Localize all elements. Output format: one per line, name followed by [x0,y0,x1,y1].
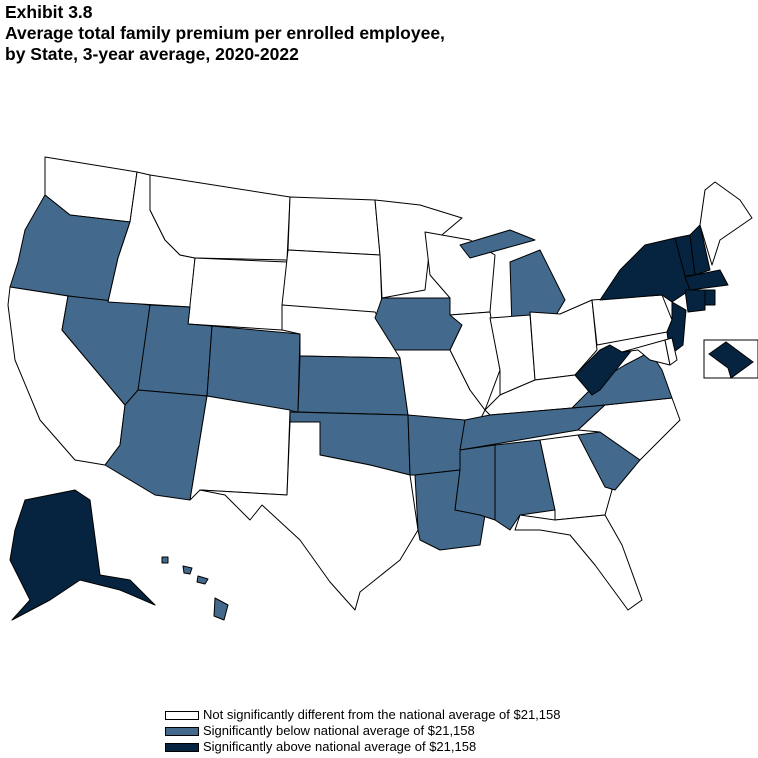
exhibit-label: Exhibit 3.8 [5,2,93,22]
state-md [621,339,671,366]
state-pa [591,294,673,346]
state-wy [187,257,288,331]
state-ks [297,355,409,416]
state-ak [9,489,156,621]
legend-label: Significantly above national average of … [203,739,477,754]
legend-label: Not significantly different from the nat… [203,707,561,722]
state-shape [297,355,409,416]
state-shape [374,199,463,299]
state-shape [591,294,673,346]
state-nh [689,224,711,276]
legend-swatch [165,742,199,752]
state-shape [454,444,496,521]
state-nd [287,196,381,256]
state-hi [161,556,229,621]
state-shape [196,575,209,585]
state-nm [189,395,291,501]
state-ct [684,289,706,313]
state-ms [454,444,496,521]
legend-swatch [165,710,199,720]
chart-title: Exhibit 3.8 Average total family premium… [5,2,445,65]
state-shape [514,514,643,611]
legend-item-not-significant: Not significantly different from the nat… [165,707,560,723]
state-shape [189,395,291,501]
title-line-2: by State, 3-year average, 2020-2022 [5,44,299,64]
state-shape [704,289,716,306]
state-shape [577,431,641,491]
state-ar [407,414,466,476]
state-shape [459,229,536,259]
state-ma [684,269,729,291]
state-shape [599,237,691,303]
state-shape [182,565,193,575]
state-shape [187,257,288,331]
state-sc [577,431,641,491]
state-shape [699,181,753,266]
state-shape [199,421,419,611]
legend-item-above: Significantly above national average of … [165,739,560,755]
title-line-1: Average total family premium per enrolle… [5,23,445,43]
state-shape [407,414,466,476]
state-shape [161,556,169,564]
state-mn [374,199,463,299]
state-dc [708,341,754,379]
state-shape [9,489,156,621]
state-shape [621,339,671,366]
state-ny [599,237,691,303]
state-shape [664,337,678,366]
legend-item-below: Significantly below national average of … [165,723,560,739]
us-state-map [7,156,758,621]
legend-label: Significantly below national average of … [203,723,475,738]
legend: Not significantly different from the nat… [165,707,560,755]
state-de [664,337,678,366]
state-ri [704,289,716,306]
state-shape [684,289,706,313]
state-shape [287,196,381,256]
state-tx [199,421,419,611]
state-fl [514,514,643,611]
state-shape [213,597,229,621]
legend-swatch [165,726,199,736]
state-me [699,181,753,266]
state-shape [689,224,711,276]
state-shape [684,269,729,291]
